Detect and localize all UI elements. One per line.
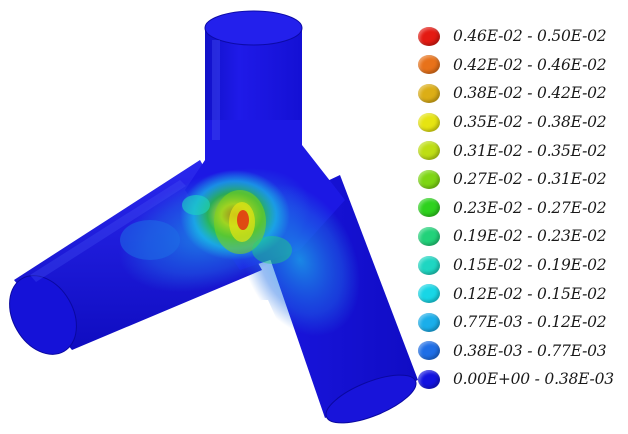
legend-label: 0.38E-03 - 0.77E-03 <box>453 341 607 360</box>
legend-item: 0.38E-02 - 0.42E-02 <box>418 79 623 108</box>
legend-item: 0.19E-02 - 0.23E-02 <box>418 222 623 251</box>
top-branch <box>204 10 303 150</box>
legend-swatch <box>418 141 440 161</box>
legend-swatch <box>418 284 440 304</box>
legend-item: 0.23E-02 - 0.27E-02 <box>418 194 623 223</box>
legend-item: 0.35E-02 - 0.38E-02 <box>418 108 623 137</box>
legend-label: 0.19E-02 - 0.23E-02 <box>453 227 607 246</box>
legend-label: 0.42E-02 - 0.46E-02 <box>453 55 607 74</box>
legend-item: 0.15E-02 - 0.19E-02 <box>418 251 623 280</box>
legend-swatch <box>418 26 440 46</box>
stress-contours <box>119 168 361 337</box>
legend-swatch <box>418 226 440 246</box>
legend-swatch <box>418 341 440 361</box>
legend-label: 0.23E-02 - 0.27E-02 <box>453 198 607 217</box>
legend-swatch <box>418 198 440 218</box>
legend-item: 0.12E-02 - 0.15E-02 <box>418 279 623 308</box>
legend-swatch <box>418 112 440 132</box>
legend-label: 0.12E-02 - 0.15E-02 <box>453 284 607 303</box>
legend-label: 0.38E-02 - 0.42E-02 <box>453 84 607 103</box>
legend-swatch <box>418 83 440 103</box>
legend-item: 0.46E-02 - 0.50E-02 <box>418 22 623 51</box>
legend-item: 0.38E-03 - 0.77E-03 <box>418 337 623 366</box>
legend-label: 0.46E-02 - 0.50E-02 <box>453 27 607 46</box>
legend-label: 0.00E+00 - 0.38E-03 <box>453 370 614 389</box>
legend-label: 0.35E-02 - 0.38E-02 <box>453 113 607 132</box>
legend-item: 0.27E-02 - 0.31E-02 <box>418 165 623 194</box>
legend-swatch <box>418 312 440 332</box>
legend-label: 0.31E-02 - 0.35E-02 <box>453 141 607 160</box>
legend-item: 0.42E-02 - 0.46E-02 <box>418 51 623 80</box>
legend-label: 0.15E-02 - 0.19E-02 <box>453 256 607 275</box>
legend-item: 0.77E-03 - 0.12E-02 <box>418 308 623 337</box>
legend-item: 0.31E-02 - 0.35E-02 <box>418 136 623 165</box>
legend-label: 0.77E-03 - 0.12E-02 <box>453 313 607 332</box>
color-legend: 0.46E-02 - 0.50E-02 0.42E-02 - 0.46E-02 0.… <box>418 22 623 394</box>
legend-label: 0.27E-02 - 0.31E-02 <box>453 170 607 189</box>
legend-swatch <box>418 55 440 75</box>
legend-swatch <box>418 169 440 189</box>
legend-swatch <box>418 255 440 275</box>
legend-item: 0.00E+00 - 0.38E-03 <box>418 365 623 394</box>
legend-swatch <box>418 369 440 389</box>
